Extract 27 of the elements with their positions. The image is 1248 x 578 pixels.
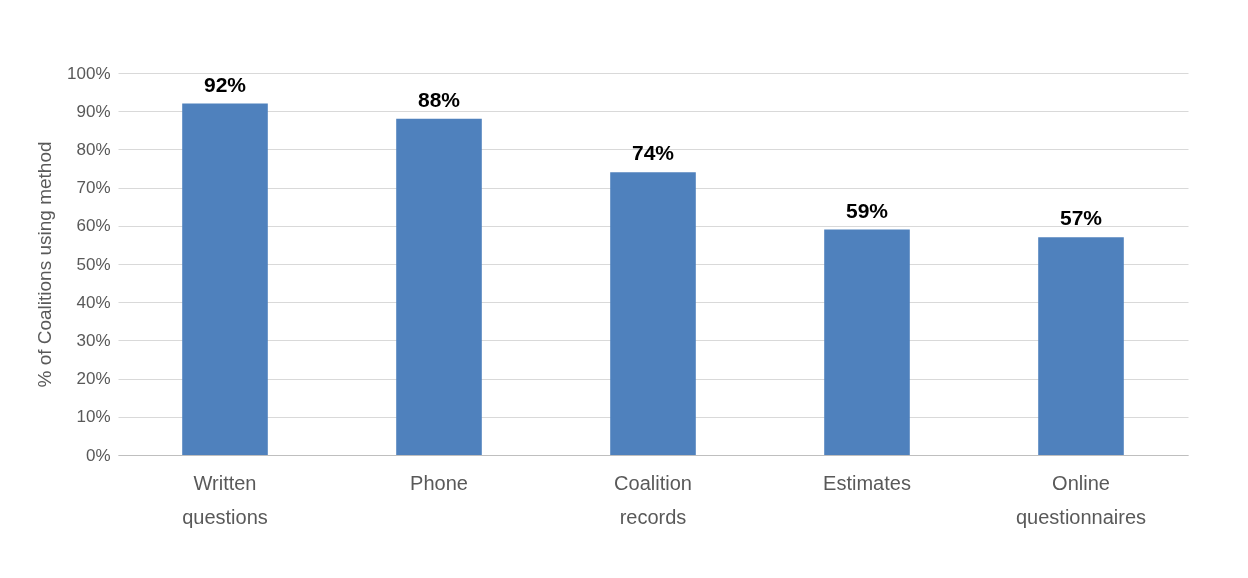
x-tick-label: Phone [410,471,468,494]
data-label: 88% [417,87,461,111]
y-tick-label: 20% [76,369,111,389]
bar [1038,237,1124,455]
x-tick-label: Written questions [182,471,268,528]
y-tick-label: 40% [76,292,111,312]
bar [182,103,268,455]
y-tick-label: 10% [76,407,111,427]
y-tick-label: 60% [76,216,111,236]
x-tick-label: Coalition records [614,471,692,528]
y-tick-label: 70% [76,178,111,198]
y-tick-label: 90% [76,101,111,121]
y-tick-label: 100% [67,63,111,83]
x-tick-label: Estimates [823,471,911,494]
y-tick-label: 30% [76,330,111,350]
y-tick-label: 50% [76,254,111,274]
data-label: 92% [203,72,247,96]
y-axis-title: % of Coalitions using method [34,141,56,388]
y-tick-label: 80% [76,139,111,159]
bar [396,118,482,455]
data-label: 74% [631,141,675,165]
data-label: 59% [845,198,889,222]
bar [824,229,910,455]
x-tick-label: Online questionnaires [1015,471,1147,528]
bar [610,172,696,455]
y-tick-label: 0% [85,445,111,465]
data-label: 57% [1059,206,1103,230]
